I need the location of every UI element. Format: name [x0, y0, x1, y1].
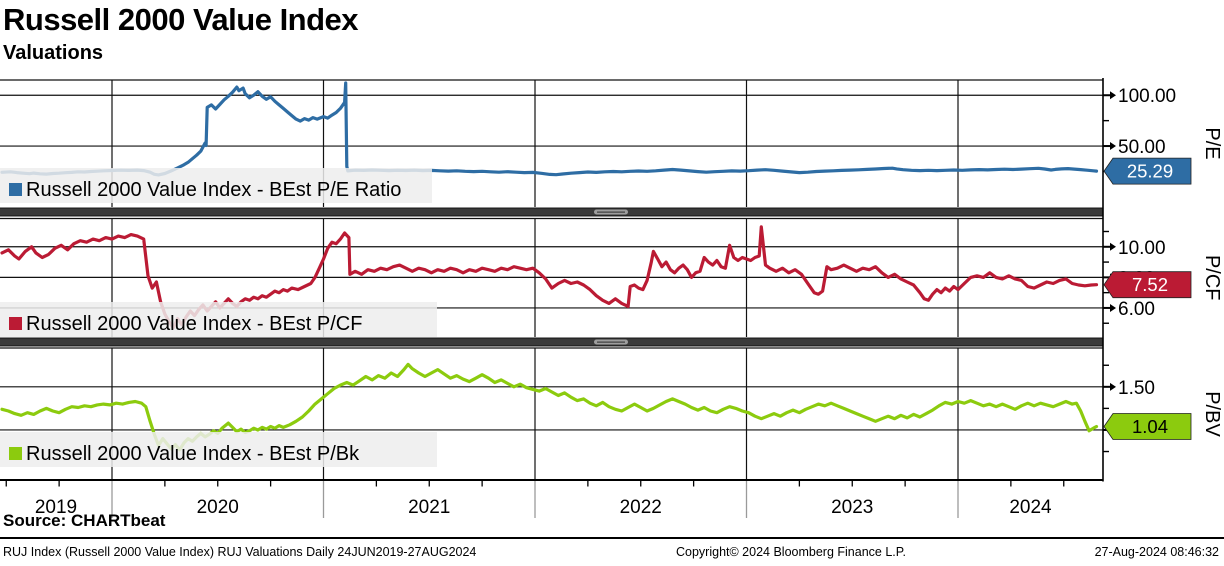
right-axis: 50.00100.00P/E6.008.0010.00P/CF1.001.50P… — [1102, 78, 1223, 482]
y-axis-title: P/E — [1201, 127, 1223, 159]
legend-item[interactable]: Russell 2000 Value Index - BEst P/CF — [0, 302, 437, 337]
legend-background — [0, 432, 437, 467]
x-axis-year-label: 2021 — [408, 497, 450, 518]
panel-separator-fill — [0, 338, 1103, 346]
grip-line — [597, 211, 625, 213]
panel-separator-fill — [0, 208, 1103, 216]
last-value-label: 7.52 — [1132, 274, 1168, 295]
footer-copyright: Copyright© 2024 Bloomberg Finance L.P. — [676, 545, 906, 559]
legend-item[interactable]: Russell 2000 Value Index - BEst P/E Rati… — [0, 168, 432, 203]
footer-timestamp: 27-Aug-2024 08:46:32 — [1094, 545, 1219, 559]
last-value-badge — [1103, 157, 1192, 185]
y-axis-title: P/BV — [1201, 391, 1223, 437]
legend-swatch — [9, 183, 22, 196]
y-tick-arrow — [1110, 142, 1116, 151]
legends: Russell 2000 Value Index - BEst P/E Rati… — [0, 168, 437, 467]
y-tick-label: 6.00 — [1118, 299, 1155, 320]
y-tick-label: 10.00 — [1118, 238, 1166, 259]
footer-security-info: RUJ Index (Russell 2000 Value Index) RUJ… — [3, 545, 477, 559]
x-axis-year-label: 2019 — [35, 497, 77, 518]
last-value-badge — [1103, 271, 1192, 299]
legend-item[interactable]: Russell 2000 Value Index - BEst P/Bk — [0, 432, 437, 467]
grip-line — [597, 341, 625, 343]
y-tick-arrow — [1110, 303, 1116, 312]
last-value-label: 1.04 — [1132, 416, 1168, 437]
y-tick-label: 100.00 — [1118, 86, 1176, 107]
y-tick-arrow — [1110, 242, 1116, 251]
x-axis-year-label: 2024 — [1009, 497, 1052, 518]
gridlines — [0, 79, 1103, 480]
x-axis-year-label: 2023 — [831, 497, 873, 518]
panel-separators — [0, 207, 1103, 347]
data-series — [0, 81, 1099, 452]
legend-label: Russell 2000 Value Index - BEst P/CF — [26, 313, 362, 335]
y-tick-label: 1.50 — [1118, 378, 1155, 399]
y-tick-arrow — [1110, 91, 1116, 100]
footer-divider — [0, 537, 1224, 539]
legend-label: Russell 2000 Value Index - BEst P/E Rati… — [26, 179, 401, 201]
last-value-badges: 25.29 7.52 1.04 — [1103, 157, 1192, 440]
y-tick-label: 50.00 — [1118, 137, 1166, 158]
source-line: Source: CHARTbeat — [3, 511, 166, 530]
y-axis-title: P/CF — [1201, 255, 1223, 301]
series-line-p-e — [0, 81, 1099, 177]
page-title: Russell 2000 Value Index — [3, 2, 359, 37]
legend-swatch — [9, 317, 22, 330]
x-axis-year-label: 2022 — [620, 497, 662, 518]
last-value-label: 25.29 — [1127, 161, 1173, 182]
legend-background — [0, 168, 432, 203]
last-value-badge — [1103, 413, 1192, 440]
legend-swatch — [9, 447, 22, 460]
page-subtitle: Valuations — [3, 42, 104, 64]
y-tick-arrow — [1110, 382, 1116, 391]
x-axis: 2019 2020 2021 2022 2023 2024 — [0, 479, 1103, 518]
legend-background — [0, 302, 437, 337]
x-axis-year-label: 2020 — [197, 497, 239, 518]
legend-label: Russell 2000 Value Index - BEst P/Bk — [26, 443, 360, 465]
